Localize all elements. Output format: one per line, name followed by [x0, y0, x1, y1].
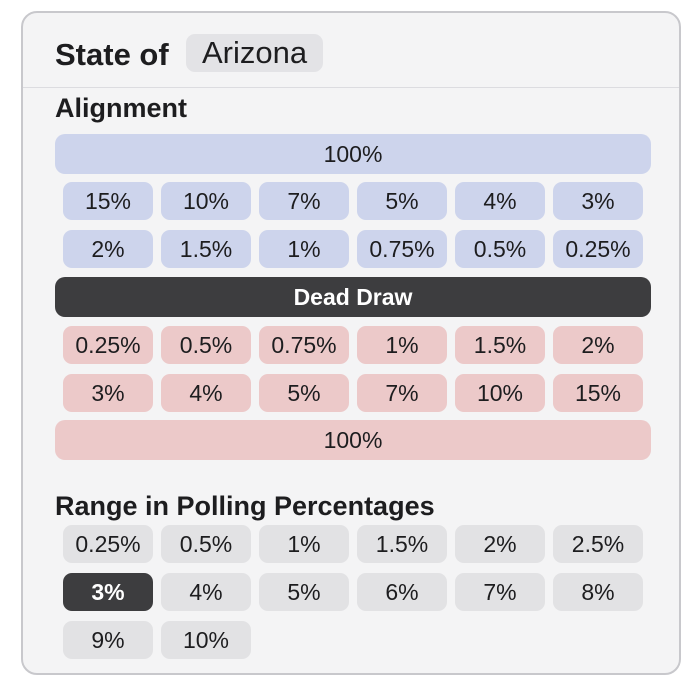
alignment-rep-chip[interactable]: 3% — [63, 374, 153, 412]
range-chip[interactable]: 7% — [455, 573, 545, 611]
range-chip[interactable]: 8% — [553, 573, 643, 611]
range-chip[interactable]: 1% — [259, 525, 349, 563]
state-panel: State of Arizona Alignment 100% 15% 10% … — [21, 11, 681, 675]
range-chip[interactable]: 9% — [63, 621, 153, 659]
alignment-dem-chip[interactable]: 1.5% — [161, 230, 251, 268]
alignment-rep-chip[interactable]: 4% — [161, 374, 251, 412]
range-chip[interactable]: 2% — [455, 525, 545, 563]
alignment-dem-chip[interactable]: 3% — [553, 182, 643, 220]
alignment-rep-chip[interactable]: 0.75% — [259, 326, 349, 364]
alignment-rep-chip[interactable]: 10% — [455, 374, 545, 412]
alignment-dem-chip[interactable]: 0.25% — [553, 230, 643, 268]
range-chip[interactable]: 1.5% — [357, 525, 447, 563]
range-chip[interactable]: 6% — [357, 573, 447, 611]
dead-draw-button[interactable]: Dead Draw — [55, 277, 651, 317]
alignment-dem-chip[interactable]: 0.5% — [455, 230, 545, 268]
range-chip[interactable]: 0.25% — [63, 525, 153, 563]
alignment-rep-chip[interactable]: 7% — [357, 374, 447, 412]
range-chip[interactable]: 10% — [161, 621, 251, 659]
alignment-rep-chip[interactable]: 0.25% — [63, 326, 153, 364]
alignment-dem-total-button[interactable]: 100% — [55, 134, 651, 174]
alignment-dem-chip[interactable]: 4% — [455, 182, 545, 220]
alignment-dem-chip[interactable]: 2% — [63, 230, 153, 268]
alignment-title: Alignment — [55, 93, 187, 123]
alignment-rep-chip[interactable]: 15% — [553, 374, 643, 412]
range-chip[interactable]: 2.5% — [553, 525, 643, 563]
panel-header: State of Arizona — [23, 13, 679, 88]
alignment-dem-chip[interactable]: 10% — [161, 182, 251, 220]
alignment-dem-chip[interactable]: 1% — [259, 230, 349, 268]
alignment-rep-chip[interactable]: 0.5% — [161, 326, 251, 364]
alignment-rep-chip[interactable]: 1.5% — [455, 326, 545, 364]
alignment-rep-chip[interactable]: 5% — [259, 374, 349, 412]
range-chip-selected[interactable]: 3% — [63, 573, 153, 611]
state-title-prefix: State of — [55, 37, 169, 72]
range-chip[interactable]: 5% — [259, 573, 349, 611]
range-chip[interactable]: 4% — [161, 573, 251, 611]
alignment-dem-chip[interactable]: 0.75% — [357, 230, 447, 268]
state-name-badge[interactable]: Arizona — [186, 34, 324, 72]
alignment-rep-chip[interactable]: 1% — [357, 326, 447, 364]
alignment-rep-total-button[interactable]: 100% — [55, 420, 651, 460]
range-chip[interactable]: 0.5% — [161, 525, 251, 563]
alignment-dem-chip[interactable]: 7% — [259, 182, 349, 220]
alignment-dem-chip[interactable]: 5% — [357, 182, 447, 220]
alignment-dem-chip[interactable]: 15% — [63, 182, 153, 220]
range-title: Range in Polling Percentages — [55, 491, 435, 521]
alignment-rep-chip[interactable]: 2% — [553, 326, 643, 364]
